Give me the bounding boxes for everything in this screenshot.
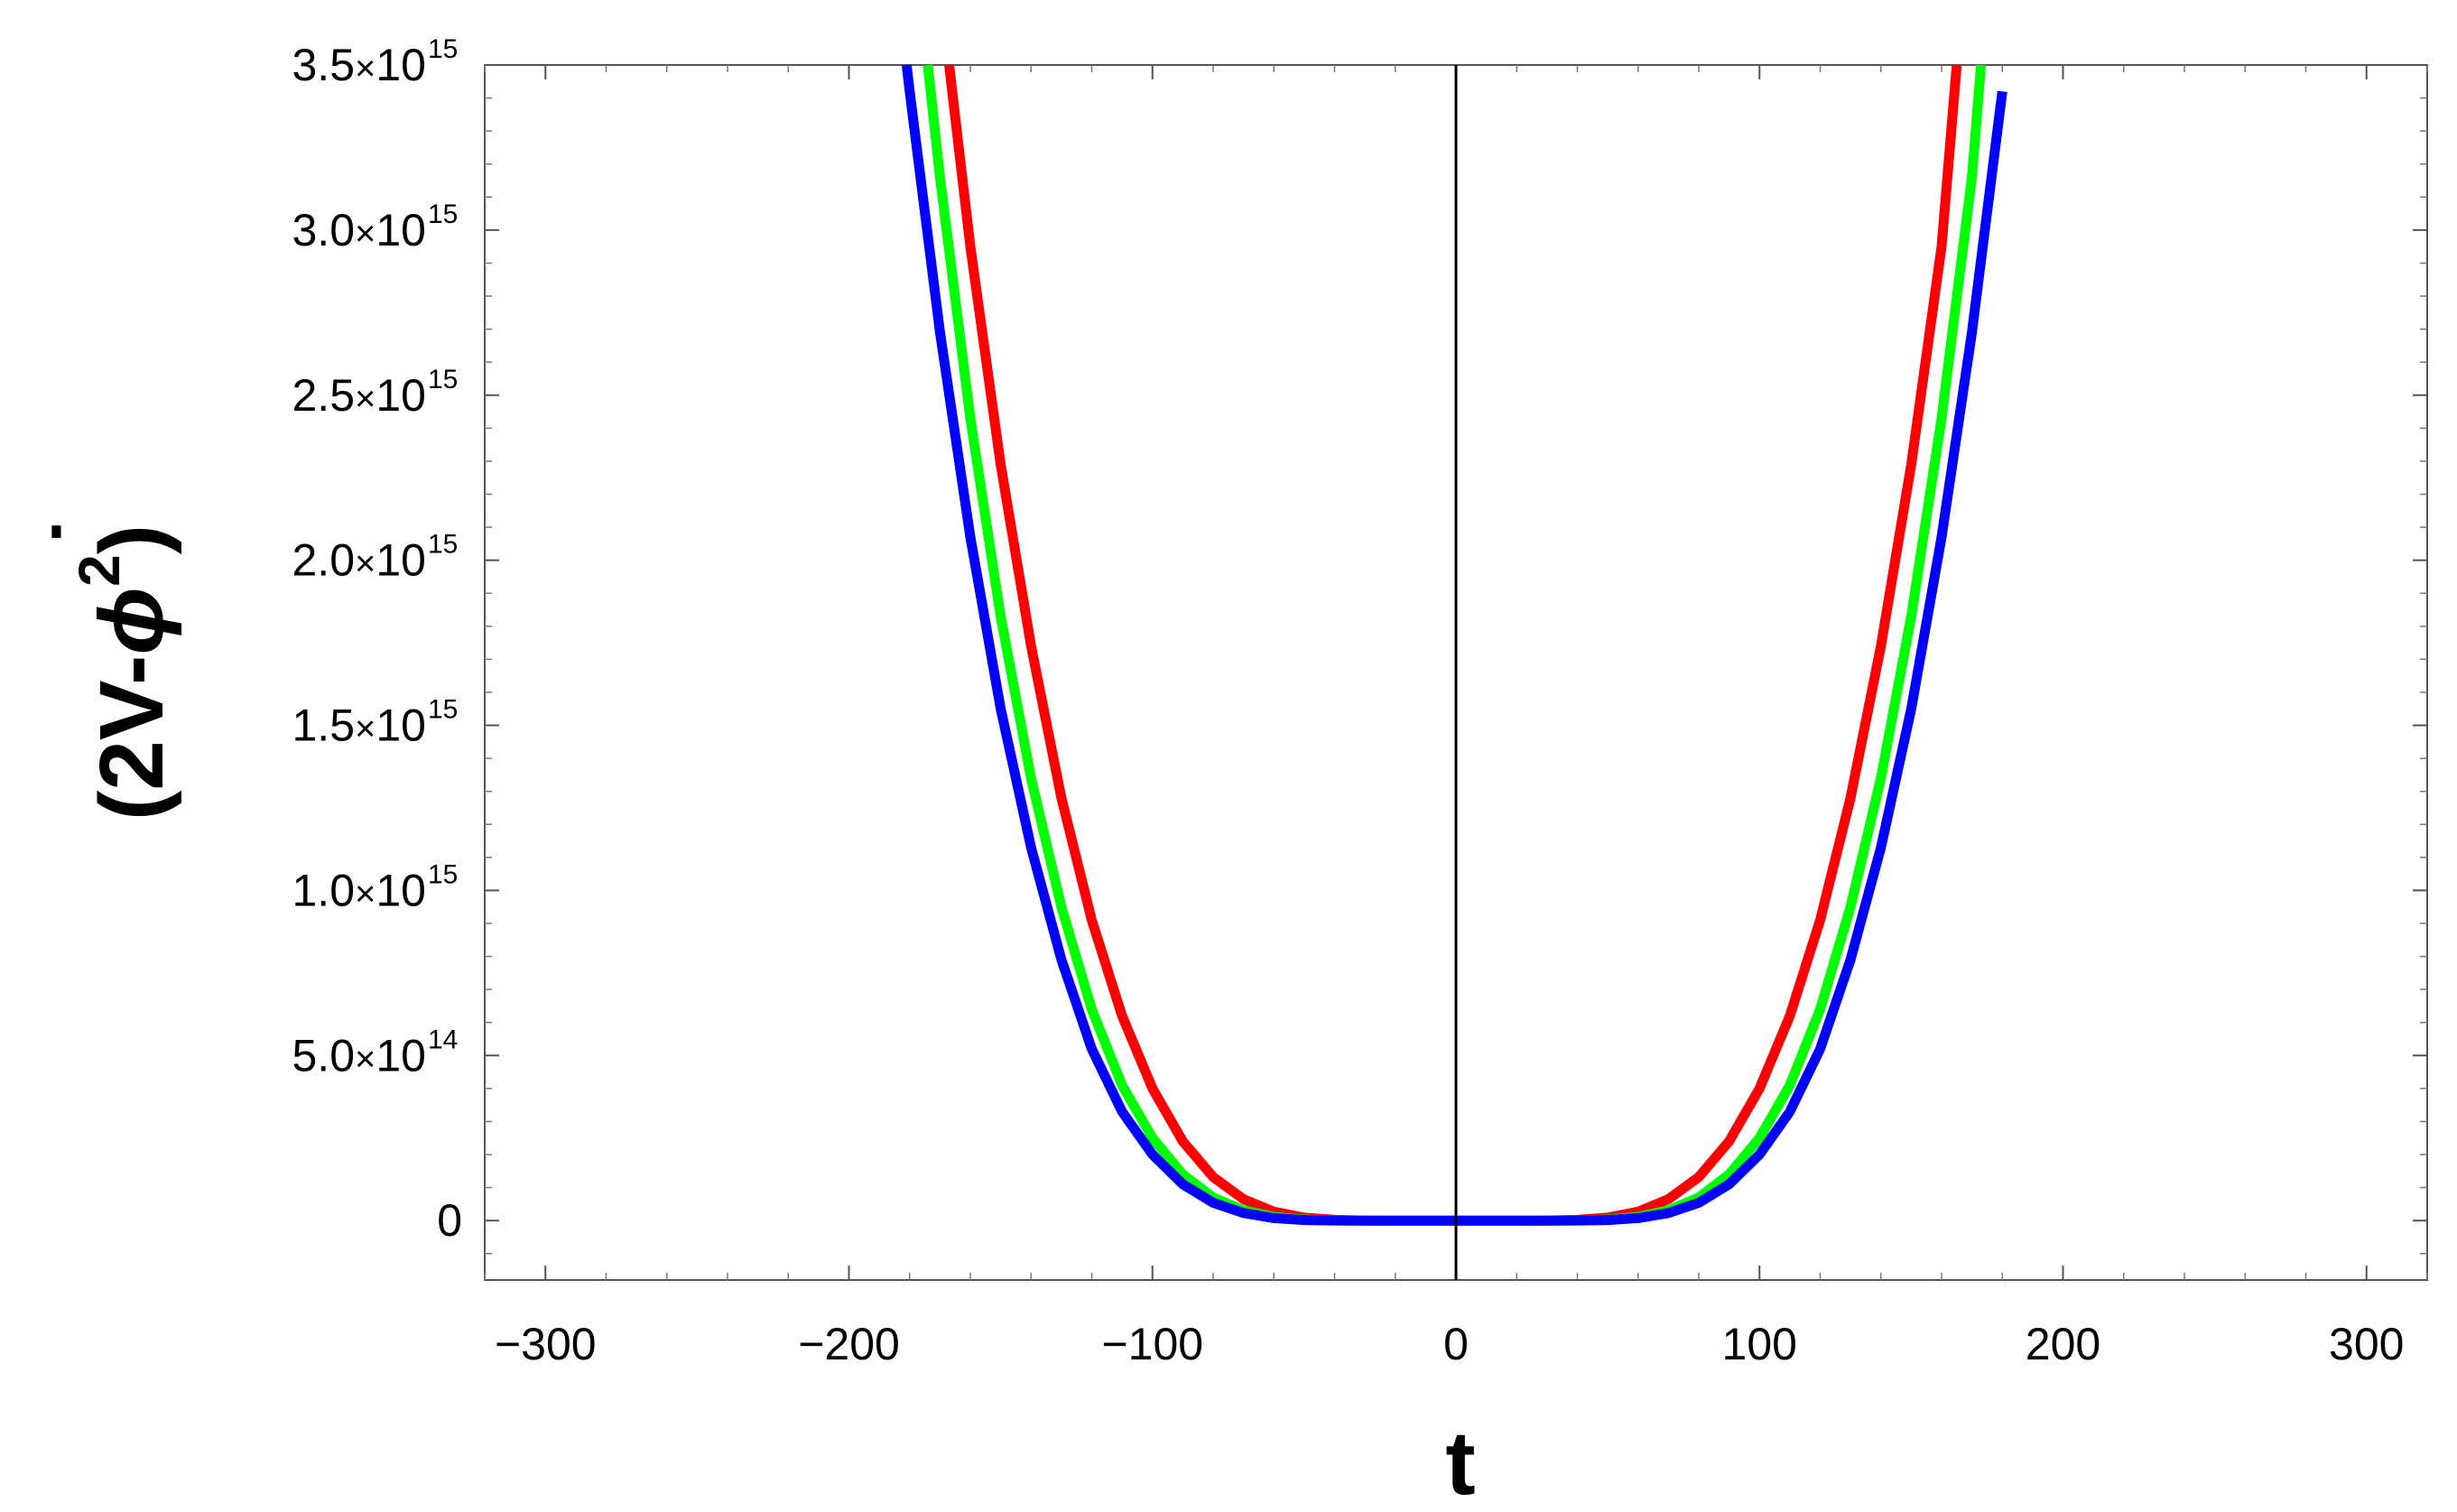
y-tick-label: 1.5×10 (292, 700, 427, 751)
x-tick-label: −300 (495, 1319, 597, 1369)
y-tick-label: 3.0×10 (292, 205, 427, 255)
y-axis-title-open: (2V- (81, 655, 182, 821)
y-tick-exponent: 15 (428, 199, 458, 229)
x-tick-label: 300 (2329, 1319, 2404, 1369)
y-tick-label: 0 (437, 1195, 462, 1246)
series-line-3 (901, 64, 2007, 1226)
y-axis-title: (2V-ϕ2) ˙ (36, 516, 182, 821)
x-tick-labels: −300 −200 −100 0 100 200 300 (495, 1319, 2405, 1369)
y-tick-label: 3.5×10 (292, 40, 427, 90)
y-tick-exponent: 14 (428, 1025, 458, 1054)
y-tick-label: 2.5×10 (292, 370, 427, 421)
y-tick-exponent: 15 (428, 695, 458, 725)
y-axis-title-power: 2 (67, 554, 132, 587)
y-axis-title-phi: ϕ (81, 587, 182, 655)
series-lines (901, 64, 2007, 1226)
y-tick-exponent: 15 (428, 859, 458, 889)
x-axis-title: t (1445, 1413, 1475, 1512)
y-tick-label: 5.0×10 (292, 1030, 427, 1081)
y-tick-label: 1.0×10 (292, 865, 427, 915)
x-tick-label: −200 (798, 1319, 900, 1369)
x-tick-label: 100 (1722, 1319, 1797, 1369)
y-tick-exponent: 15 (428, 530, 458, 560)
svg-text:(2V-ϕ2): (2V-ϕ2) (67, 524, 182, 821)
x-tick-label: 0 (1443, 1319, 1469, 1369)
y-tick-labels: 05.0×10 141.0×10 151.5×10 152.0×10 152.5×10 1… (292, 34, 463, 1246)
y-tick-label: 2.0×10 (292, 535, 427, 586)
y-tick-exponent: 15 (428, 34, 458, 64)
y-axis-title-dot: ˙ (36, 516, 137, 546)
y-axis-title-close: ) (81, 524, 182, 554)
x-tick-label: 200 (2026, 1319, 2100, 1369)
x-tick-label: −100 (1101, 1319, 1203, 1369)
axis-ticks (484, 64, 2428, 1280)
y-tick-exponent: 15 (428, 365, 458, 394)
